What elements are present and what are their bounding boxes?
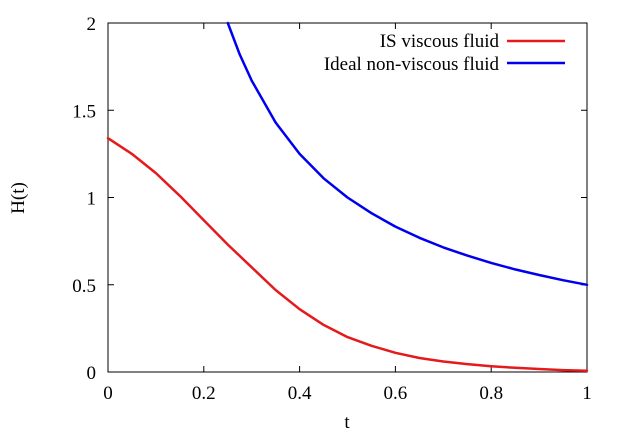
y-tick-label: 1 bbox=[87, 189, 97, 210]
legend-label-is-viscous-fluid: IS viscous fluid bbox=[380, 31, 500, 52]
x-tick-label: 0.4 bbox=[288, 383, 312, 404]
series-lines bbox=[106, 21, 589, 373]
x-tick-label: 0.8 bbox=[479, 383, 503, 404]
y-tick-label: 2 bbox=[87, 14, 97, 35]
series-line-is-viscous-fluid bbox=[106, 136, 589, 373]
y-tick-label: 0 bbox=[87, 363, 97, 384]
x-axis-label: t bbox=[344, 412, 350, 433]
x-tick-label: 0.2 bbox=[192, 383, 216, 404]
axis-ticks: 0 0.2 0.4 0.6 0.8 1 0 0.5 1 1.5 2 bbox=[72, 14, 592, 404]
y-tick-label: 0.5 bbox=[72, 276, 96, 297]
x-tick-label: 1 bbox=[582, 383, 592, 404]
x-tick-label: 0.6 bbox=[384, 383, 408, 404]
x-tick-label: 0 bbox=[103, 383, 113, 404]
y-tick-label: 1.5 bbox=[72, 101, 96, 122]
legend-label-ideal-non-viscous-fluid: Ideal non-viscous fluid bbox=[324, 54, 500, 75]
y-axis-label: H(t) bbox=[8, 182, 29, 214]
series-line-ideal-non-viscous-fluid bbox=[226, 21, 589, 287]
legend: IS viscous fluid Ideal non-viscous fluid bbox=[324, 31, 565, 75]
